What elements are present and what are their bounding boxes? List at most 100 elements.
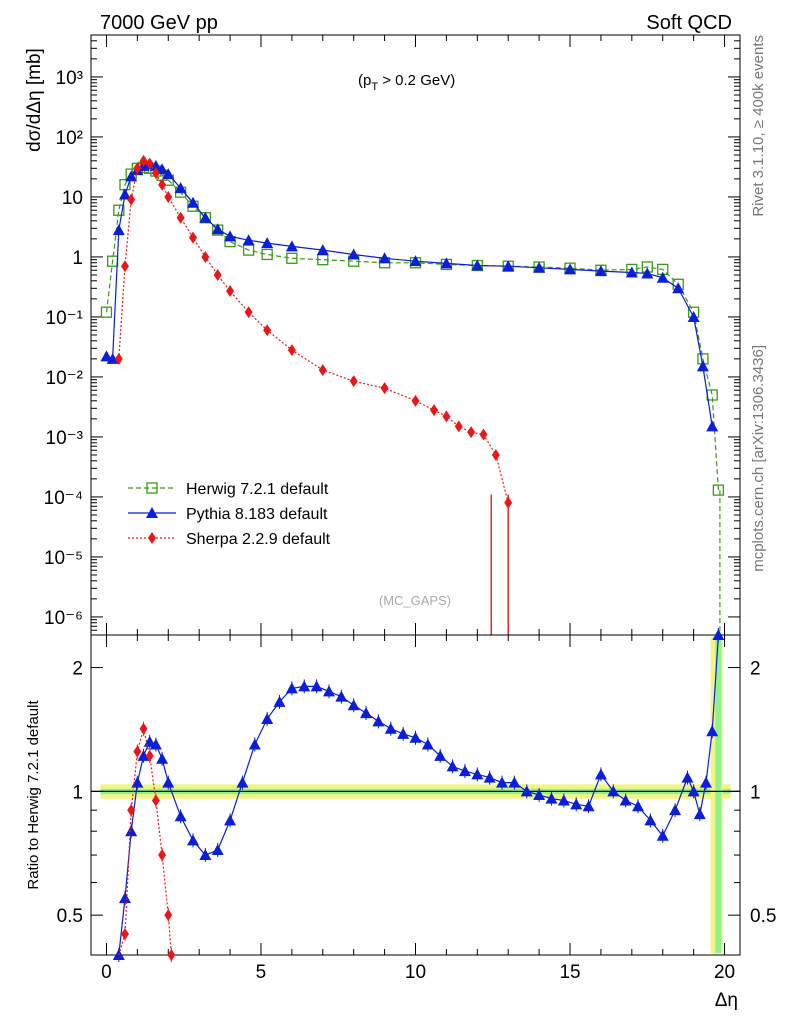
data-point [114,352,123,365]
x-tick-label: 10 [405,962,426,983]
data-point [151,167,160,180]
x-tick-label: 5 [256,962,267,983]
ratio-series-pythia [112,628,725,962]
legend: Herwig 7.2.1 default Pythia 8.183 default… [128,481,331,548]
data-point [434,749,447,761]
data-point [656,271,669,283]
data-point [454,420,463,433]
data-point [199,211,212,223]
data-point [100,306,113,318]
data-point [236,776,249,788]
data-point [458,765,471,777]
y-tick-label: 10 [62,188,83,209]
data-point [151,794,160,807]
sherpa-drop-lines [490,490,721,635]
data-point [106,352,119,364]
data-point [372,715,385,727]
data-point [261,237,274,249]
data-point [139,154,148,167]
y-tick-label-right: 1 [750,782,761,803]
cut-sub: T [371,81,378,93]
data-point [669,804,682,816]
data-point [520,785,533,797]
data-point [176,211,185,224]
x-axis-label: Δη [715,990,738,1011]
data-point [158,178,167,191]
data-point [318,364,327,377]
data-point [242,234,255,246]
data-point [712,484,725,496]
ratio-series-sherpa [118,721,176,962]
data-point [156,163,169,175]
data-point [502,260,515,272]
data-point [148,532,156,544]
data-point [186,834,199,846]
data-point [211,223,224,235]
data-point [188,231,197,244]
y-tick-label: 10³ [56,68,83,89]
data-point [120,260,129,273]
data-point [174,810,187,822]
data-point [131,776,144,788]
data-point [261,248,273,261]
data-point [310,680,323,692]
data-point [244,306,253,319]
data-point [145,749,154,762]
legend-label: Sherpa 2.2.9 default [186,531,331,548]
data-point [156,752,169,764]
data-point [133,745,142,758]
data-point [186,196,199,208]
main-y-axis-label: dσ/dΔη [mb] [24,48,45,152]
data-point [113,204,125,216]
series-herwig [100,161,725,496]
data-point [533,261,546,273]
data-point [298,680,311,692]
data-point [261,712,274,724]
data-point [273,695,286,707]
data-point [483,771,496,783]
data-point [118,892,131,904]
data-point [174,182,187,194]
data-point [286,252,298,264]
legend-label: Pythia 8.183 default [186,506,328,523]
y-tick-label-right: 2 [750,659,761,680]
x-tick-label: 15 [559,962,580,983]
mcplots-label: mcplots.cern.ch [arXiv:1306.3436] [750,345,767,572]
ratio-series-group [112,628,725,962]
cut-prefix: (p [358,72,371,89]
x-tick-label: 20 [714,962,735,983]
data-point [125,825,138,837]
data-point [162,168,175,180]
data-point [570,798,583,810]
data-point [533,788,546,800]
cut-suffix: > 0.2 GeV) [378,72,455,89]
data-point [672,282,685,294]
y-tick-label: 10⁻³ [46,428,84,449]
header-right: Soft QCD [646,12,732,34]
data-point [139,722,148,735]
data-point [145,157,154,170]
data-point [285,682,298,694]
data-point [378,252,391,264]
data-point [100,350,113,362]
data-point [201,250,210,263]
data-point [133,162,142,175]
series-line [118,160,509,503]
data-point [440,257,453,269]
data-point [224,814,237,826]
data-point [211,844,224,856]
series-pythia [100,158,719,432]
ratio-x-axis: 0 5 10 15 20 [101,635,735,983]
data-point [224,230,237,242]
data-point [446,760,459,772]
data-point [582,800,595,812]
data-point [693,808,706,820]
data-point [347,699,360,711]
data-point [322,685,335,697]
data-point [619,794,632,806]
y-tick-label: 0.5 [57,906,83,927]
main-series-group [100,154,725,635]
data-point [120,927,129,940]
x-tick-label: 0 [101,962,112,983]
